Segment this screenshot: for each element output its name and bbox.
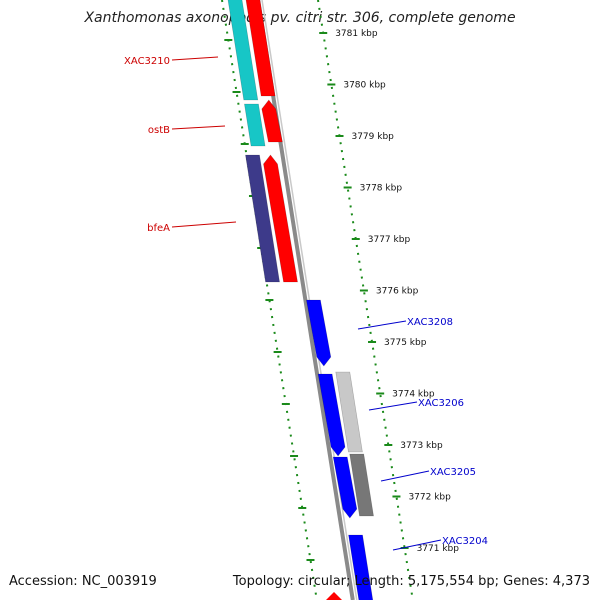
ruler-tick-label: 3778 kbp bbox=[360, 184, 403, 194]
ruler-tick-label: 3771 kbp bbox=[417, 544, 460, 554]
gene-label-xac3206[interactable]: XAC3206 bbox=[418, 398, 464, 409]
feature-xac3206[interactable] bbox=[317, 373, 346, 457]
feature-xac3206-gray[interactable] bbox=[335, 371, 363, 453]
accession-text: Accession: NC_003919 bbox=[9, 574, 157, 589]
gene-leader-line bbox=[357, 320, 407, 330]
ruler-tick-label: 3774 kbp bbox=[392, 390, 435, 400]
genome-title: Xanthomonas axonopodis pv. citri str. 30… bbox=[84, 10, 516, 26]
gene-leader-line bbox=[368, 401, 418, 411]
feature-xac3208[interactable] bbox=[306, 299, 332, 367]
ruler-tick-label: 3772 kbp bbox=[408, 493, 451, 503]
ruler-tick-label: 3775 kbp bbox=[384, 338, 427, 348]
gene-leader-line bbox=[392, 539, 442, 551]
ruler-tick-label: 3779 kbp bbox=[351, 132, 394, 142]
ruler-tick-label: 3781 kbp bbox=[335, 29, 378, 39]
feature-bfea-segment[interactable] bbox=[245, 154, 280, 283]
gene-label-xac3204[interactable]: XAC3204 bbox=[442, 536, 488, 547]
ruler-tick-label: 3776 kbp bbox=[376, 287, 419, 297]
feature-bottom-red-arrow[interactable] bbox=[326, 592, 342, 600]
ruler-tick-label: 3780 kbp bbox=[343, 81, 386, 91]
feature-xac3204[interactable] bbox=[348, 534, 375, 600]
gene-label-bfea[interactable]: bfeA bbox=[147, 223, 170, 234]
gene-label-xac3205[interactable]: XAC3205 bbox=[430, 467, 476, 478]
feature-xac3210-red[interactable] bbox=[244, 0, 276, 97]
gene-label-xac3208[interactable]: XAC3208 bbox=[407, 317, 453, 328]
gene-label-xac3210[interactable]: XAC3210 bbox=[124, 56, 170, 67]
gene-label-ostb[interactable]: ostB bbox=[148, 125, 170, 136]
gene-leader-line bbox=[380, 470, 430, 482]
gene-leader-line bbox=[171, 221, 237, 228]
gene-leader-line bbox=[171, 56, 219, 61]
feature-xac3205[interactable] bbox=[332, 456, 358, 519]
genome-backbone bbox=[256, 0, 355, 600]
genome-summary-text: Topology: circular; Length: 5,175,554 bp… bbox=[232, 574, 590, 589]
ruler-tick-label: 3777 kbp bbox=[368, 235, 411, 245]
feature-ostb-segment[interactable] bbox=[244, 103, 266, 147]
feature-xac3205-gray[interactable] bbox=[349, 453, 374, 517]
feature-ostb-red[interactable] bbox=[261, 99, 283, 143]
feature-bfea-red[interactable] bbox=[263, 154, 298, 283]
ruler-tick-label: 3773 kbp bbox=[400, 441, 443, 451]
feature-xac3210-segment[interactable] bbox=[226, 0, 259, 101]
gene-leader-line bbox=[171, 125, 226, 130]
